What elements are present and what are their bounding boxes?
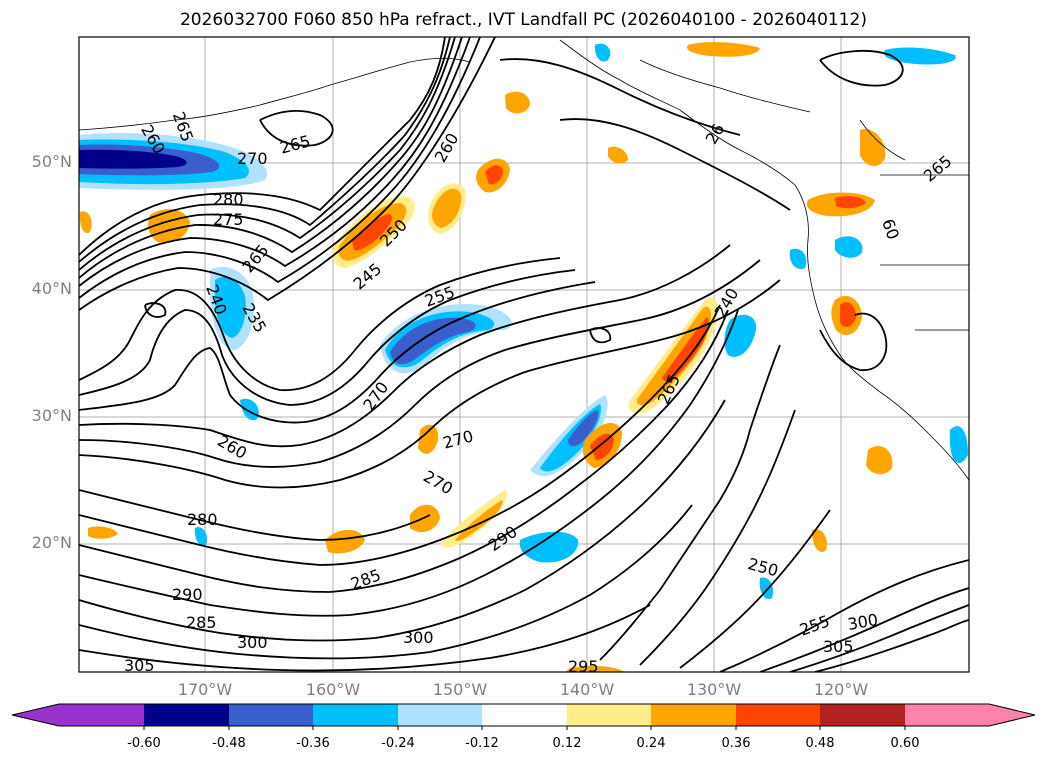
colorbar-tick-label: 0.12 [552, 736, 582, 751]
contour-label: 295 [568, 657, 599, 676]
contour-lines [79, 37, 969, 672]
colorbar-tick-label: -0.24 [381, 736, 415, 751]
colorbar [11, 703, 1036, 730]
colorbar-segment [398, 704, 482, 726]
colorbar-segment [567, 704, 651, 726]
map-frame [78, 36, 970, 673]
colorbar-lower-extend [12, 704, 59, 726]
coastlines [79, 39, 969, 481]
colorbar-tick-label: 0.36 [721, 736, 751, 751]
contour-label: 285 [186, 613, 217, 632]
contour-label: 305 [124, 656, 155, 675]
colorbar-upper-extend [989, 704, 1035, 726]
colorbar-tick-label: -0.48 [212, 736, 246, 751]
colorbar-segment [651, 704, 736, 726]
contour-label: 305 [823, 637, 854, 656]
colorbar-segment [820, 704, 905, 726]
colorbar-segment [736, 704, 820, 726]
contour-label: 270 [237, 149, 268, 168]
contour-label: 290 [172, 585, 203, 604]
contour-label: 280 [187, 510, 218, 529]
lat-label: 50°N [31, 152, 72, 171]
lon-label: 170°W [177, 680, 233, 699]
map-background [79, 37, 969, 672]
colorbar-outline [11, 703, 1036, 727]
contour-label: 275 [213, 210, 244, 229]
colorbar-segment [144, 704, 229, 726]
lon-label: 120°W [813, 680, 869, 699]
colorbar-tick-label: 0.48 [805, 736, 835, 751]
colorbar-tick-label: -0.36 [296, 736, 330, 751]
lat-label: 30°N [31, 406, 72, 425]
colorbar-segment [482, 704, 567, 726]
colorbar-segment [313, 704, 398, 726]
lon-label: 160°W [305, 680, 361, 699]
colorbar-tick-label: 0.24 [636, 736, 666, 751]
contour-label: 300 [237, 633, 268, 652]
map-title: 2026032700 F060 850 hPa refract., IVT La… [179, 10, 867, 30]
colorbar-tick-label: -0.12 [465, 736, 499, 751]
lon-label: 150°W [432, 680, 488, 699]
colorbar-segment [905, 704, 989, 726]
lon-label: 130°W [686, 680, 742, 699]
colorbar-segment [59, 704, 144, 726]
contour-label: 280 [213, 190, 244, 209]
contour-label: 300 [403, 628, 434, 647]
colorbar-tick-label: 0.60 [890, 736, 920, 751]
lon-label: 140°W [559, 680, 615, 699]
lat-label: 40°N [31, 279, 72, 298]
colorbar-ticks [143, 726, 906, 730]
colorbar-segment [229, 704, 313, 726]
colorbar-tick-label: -0.60 [127, 736, 161, 751]
lat-label: 20°N [31, 533, 72, 552]
